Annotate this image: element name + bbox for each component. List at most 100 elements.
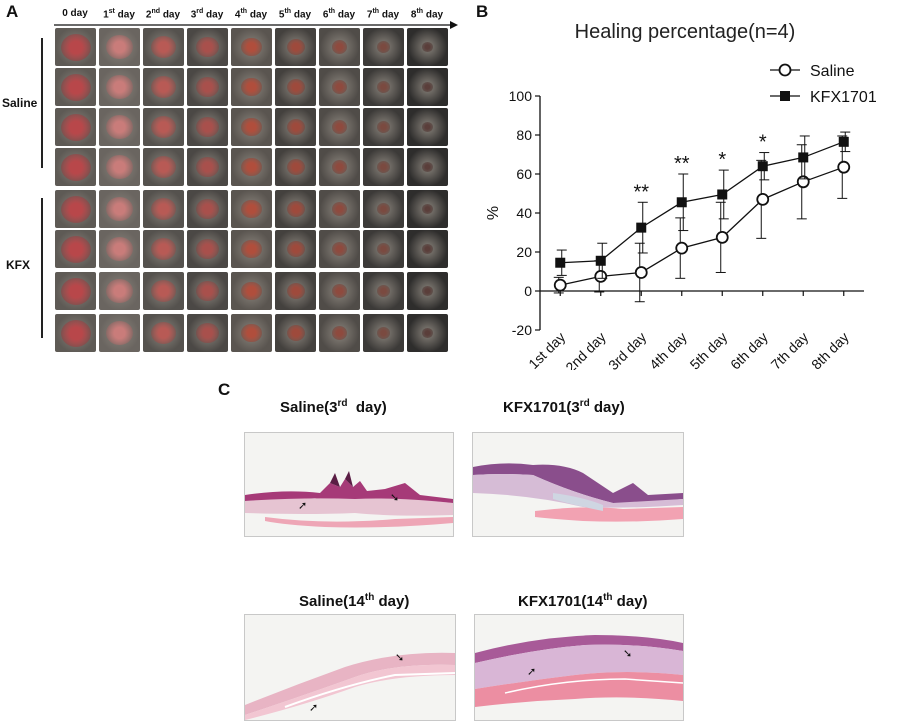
wound-photo: [143, 314, 184, 352]
data-point-kfx1701: [595, 255, 606, 266]
wound-photo: [55, 190, 96, 228]
wound-area: [422, 328, 433, 338]
wound-photo: [187, 230, 228, 268]
wound-area: [241, 37, 262, 57]
data-point-saline: [756, 192, 770, 206]
wound-area: [60, 33, 91, 61]
wound-area: [150, 321, 177, 345]
wound-photo: [99, 272, 140, 310]
wound-area: [286, 240, 305, 258]
wound-area: [150, 197, 177, 221]
wound-area: [376, 121, 391, 133]
wound-photo: [55, 108, 96, 146]
healing-percentage-chart: Healing percentage(n=4)-20020406080100%1…: [485, 21, 877, 370]
wound-photo: [319, 190, 360, 228]
wound-photo: [275, 230, 316, 268]
wound-photo: [231, 68, 272, 106]
series-line-saline: [560, 166, 844, 286]
wound-area: [331, 283, 348, 298]
wound-photo: [99, 28, 140, 66]
wound-photo: [363, 190, 404, 228]
wound-photo-grid: 0 day 1st day 2nd day 3rd day 4th day 5th day…: [0, 0, 460, 360]
wound-area: [105, 320, 134, 346]
wound-area: [286, 118, 305, 136]
wound-area: [105, 278, 134, 304]
wound-area: [241, 281, 262, 301]
wound-area: [286, 282, 305, 300]
y-tick-label: 60: [516, 166, 532, 182]
wound-area: [150, 237, 177, 261]
wound-photo: [363, 314, 404, 352]
wound-photo: [275, 148, 316, 186]
legend-marker-circle: [778, 63, 792, 77]
wound-photo: [55, 148, 96, 186]
day-label: 1st day: [103, 8, 135, 21]
wound-photo: [407, 314, 448, 352]
wound-photo: [407, 68, 448, 106]
wound-photo: [363, 68, 404, 106]
x-tick-label: 6th day: [727, 329, 771, 370]
wound-area: [331, 325, 348, 340]
wound-area: [196, 238, 219, 260]
wound-area: [422, 286, 433, 296]
data-point-saline: [837, 160, 851, 174]
wound-area: [376, 285, 391, 297]
day-label: 6th day: [322, 8, 356, 21]
wound-photo: [187, 314, 228, 352]
wound-area: [241, 117, 262, 137]
wound-photo: [319, 108, 360, 146]
wound-area: [331, 39, 348, 54]
wound-photo: [407, 272, 448, 310]
wound-photo: [99, 148, 140, 186]
y-tick-label: 0: [524, 283, 532, 299]
wound-area: [60, 73, 91, 101]
wound-photo: [363, 230, 404, 268]
wound-photo: [231, 230, 272, 268]
wound-area: [105, 196, 134, 222]
wound-photo: [187, 148, 228, 186]
wound-area: [196, 198, 219, 220]
wound-photo: [55, 68, 96, 106]
data-point-saline: [675, 241, 689, 255]
wound-photo: [143, 108, 184, 146]
wound-photo: [407, 190, 448, 228]
wound-area: [150, 279, 177, 303]
data-point-saline: [594, 269, 608, 283]
svg-text:➚: ➚: [298, 500, 307, 512]
wound-photo: [55, 272, 96, 310]
wound-photo: [363, 272, 404, 310]
svg-text:➘: ➘: [623, 648, 632, 660]
histo-title-kfx-14th: KFX1701(14th day): [518, 592, 648, 610]
x-tick-label: 2nd day: [562, 329, 609, 370]
wound-photo: [319, 28, 360, 66]
wound-area: [60, 153, 91, 181]
data-point-kfx1701: [636, 222, 647, 233]
data-point-kfx1701: [798, 152, 809, 163]
saline-group-bracket: [41, 38, 43, 168]
wound-area: [286, 78, 305, 96]
histo-title-kfx-3rd: KFX1701(3rd day): [503, 398, 625, 416]
wound-area: [105, 236, 134, 262]
wound-photo: [187, 28, 228, 66]
wound-photo: [99, 314, 140, 352]
wound-area: [376, 41, 391, 53]
wound-photo: [231, 190, 272, 228]
wound-area: [286, 158, 305, 176]
wound-area: [241, 77, 262, 97]
x-tick-label: 3rd day: [605, 329, 649, 370]
wound-photo: [275, 108, 316, 146]
wound-photo: [143, 230, 184, 268]
wound-area: [331, 119, 348, 134]
time-axis-arrow: [54, 21, 458, 29]
legend-label: KFX1701: [810, 89, 877, 106]
wound-area: [60, 113, 91, 141]
data-point-kfx1701: [717, 189, 728, 200]
histology-image-kfx-14th: ➚ ➘: [474, 614, 684, 721]
significance-marker: **: [674, 153, 690, 175]
legend-marker-square: [780, 91, 790, 101]
wound-area: [105, 154, 134, 180]
wound-photo: [187, 272, 228, 310]
wound-photo: [407, 108, 448, 146]
wound-area: [422, 82, 433, 92]
data-point-saline: [634, 266, 648, 279]
